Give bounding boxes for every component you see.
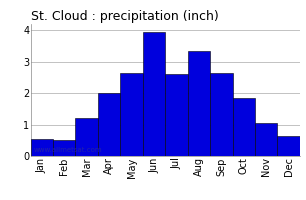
Bar bbox=[31, 139, 53, 156]
Bar bbox=[76, 118, 98, 156]
Text: www.allmetsat.com: www.allmetsat.com bbox=[33, 147, 102, 153]
Bar bbox=[120, 73, 143, 156]
Bar bbox=[210, 73, 233, 156]
Bar bbox=[143, 32, 165, 156]
Bar bbox=[53, 140, 76, 156]
Bar bbox=[233, 98, 255, 156]
Text: St. Cloud : precipitation (inch): St. Cloud : precipitation (inch) bbox=[31, 10, 218, 23]
Bar bbox=[98, 93, 120, 156]
Bar bbox=[188, 51, 210, 156]
Bar bbox=[165, 74, 188, 156]
Bar bbox=[278, 136, 300, 156]
Bar bbox=[255, 123, 278, 156]
